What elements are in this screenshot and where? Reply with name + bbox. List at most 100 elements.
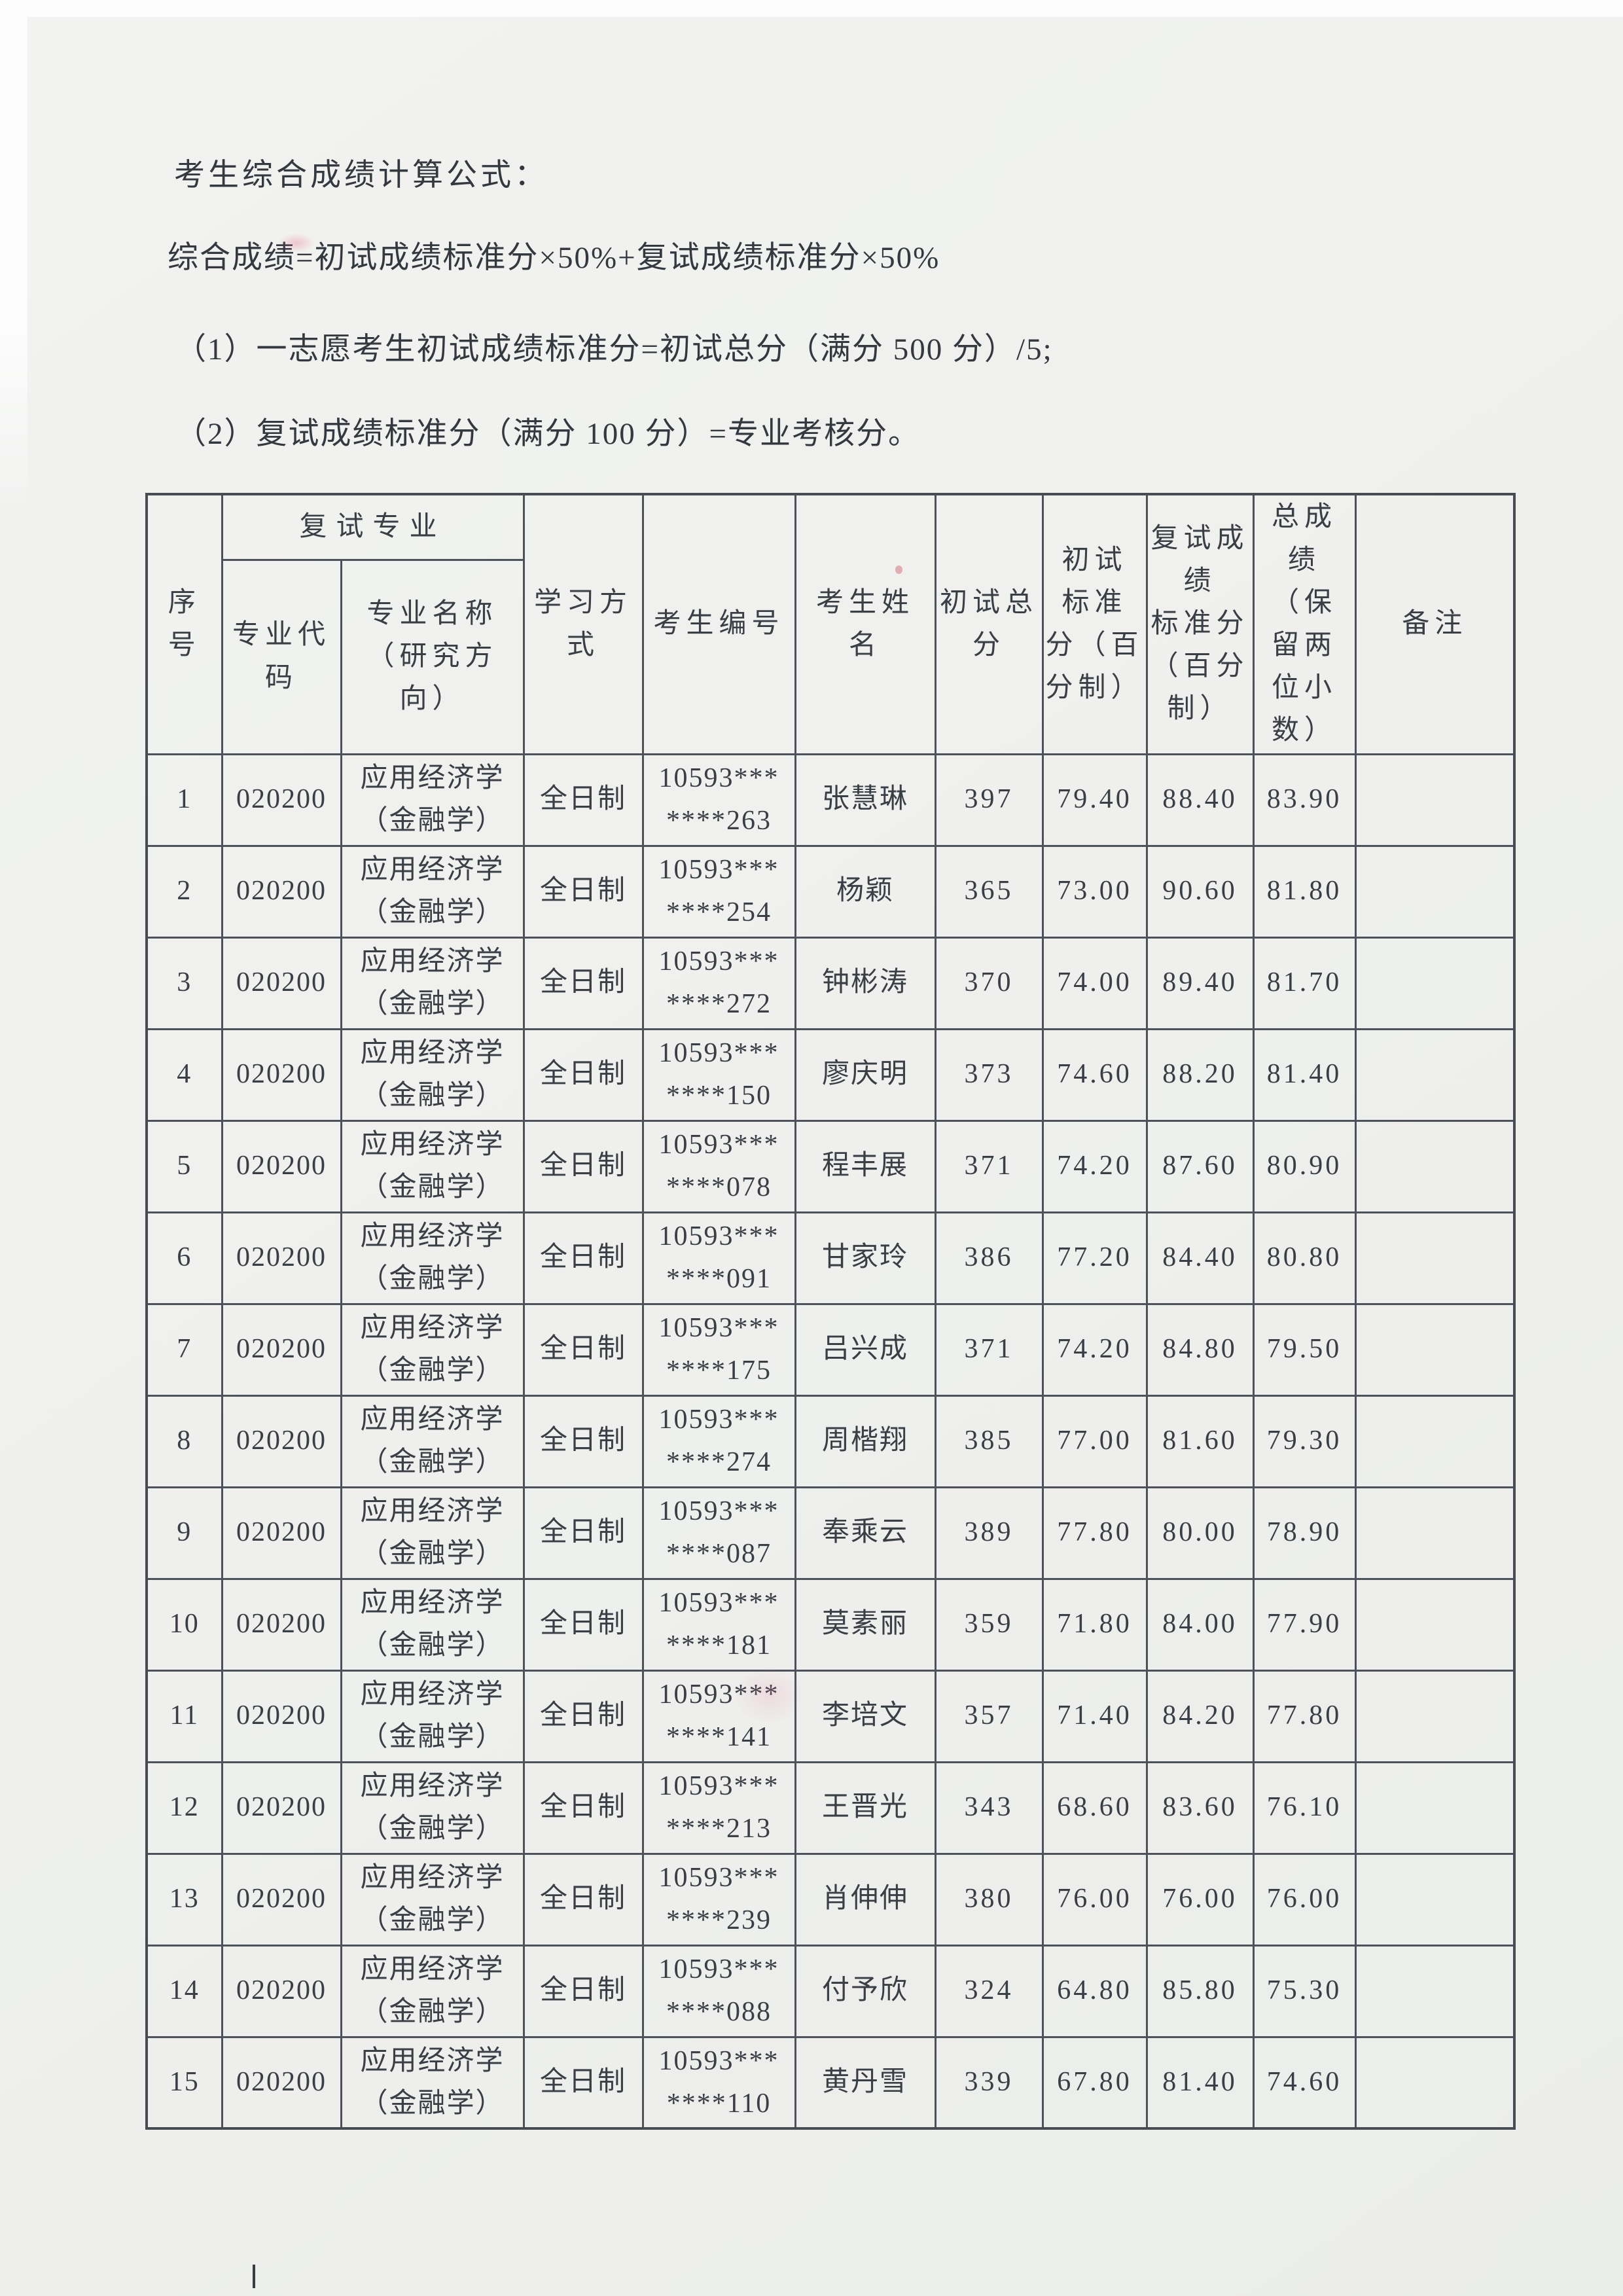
cell-candidate-id: 10593*** ****272	[641, 936, 796, 1030]
cell-major-name: 应用经济学 （金融学）	[340, 1577, 525, 1672]
cell-candidate-name: 杨颖	[794, 844, 936, 939]
cell-candidate-name: 王晋光	[794, 1761, 936, 1855]
cell-candidate-id: 10593*** ****239	[641, 1852, 796, 1946]
cell-major-name: 应用经济学 （金融学）	[340, 1302, 525, 1397]
table-row: 5 020200 应用经济学 （金融学） 全日制 10593*** ****078 程丰展…	[145, 1119, 1516, 1213]
cell-total-score: 80.90	[1252, 1119, 1357, 1213]
cell-retest-std: 83.60	[1145, 1761, 1255, 1855]
cell-major-name: 应用经济学 （金融学）	[340, 1761, 525, 1855]
table-row: 4 020200 应用经济学 （金融学） 全日制 10593*** ****150 廖庆明…	[145, 1028, 1516, 1122]
score-table-header: 序 号 复试专业 学习方 式 考生编号 考生姓 名 初试总 分 初试 标准 分（…	[145, 493, 1516, 755]
table-row: 9 020200 应用经济学 （金融学） 全日制 10593*** ****087 奉乘云…	[145, 1486, 1516, 1580]
cell-candidate-id: 10593*** ****087	[641, 1486, 796, 1580]
cell-seq: 6	[145, 1211, 223, 1305]
table-row: 14 020200 应用经济学 （金融学） 全日制 10593*** ****088 付予…	[145, 1944, 1516, 2038]
cell-remark	[1354, 1119, 1516, 1213]
cell-initial-total: 357	[934, 1669, 1044, 1763]
cell-study-mode: 全日制	[522, 1669, 644, 1763]
cell-retest-std: 88.20	[1145, 1028, 1255, 1122]
cell-candidate-id: 10593*** ****274	[641, 1394, 796, 1488]
cell-study-mode: 全日制	[522, 1852, 644, 1946]
scan-edge-left	[0, 0, 27, 511]
cell-candidate-id: 10593*** ****141	[641, 1669, 796, 1763]
cell-retest-std: 89.40	[1145, 936, 1255, 1030]
table-row: 10 020200 应用经济学 （金融学） 全日制 10593*** ****181 莫素…	[145, 1577, 1516, 1672]
cell-major-name: 应用经济学 （金融学）	[340, 1119, 525, 1213]
table-row: 12 020200 应用经济学 （金融学） 全日制 10593*** ****213 王晋…	[145, 1761, 1516, 1855]
cell-candidate-name: 肖伸伸	[794, 1852, 936, 1946]
cell-seq: 5	[145, 1119, 223, 1213]
cell-initial-total: 386	[934, 1211, 1044, 1305]
cell-major-name: 应用经济学 （金融学）	[340, 1394, 525, 1488]
cell-retest-std: 87.60	[1145, 1119, 1255, 1213]
cell-total-score: 80.80	[1252, 1211, 1357, 1305]
cell-major-name: 应用经济学 （金融学）	[340, 1028, 525, 1122]
cell-retest-std: 76.00	[1145, 1852, 1255, 1946]
cell-retest-std: 81.40	[1145, 2036, 1255, 2130]
cell-remark	[1354, 936, 1516, 1030]
cell-candidate-name: 程丰展	[794, 1119, 936, 1213]
table-row: 11 020200 应用经济学 （金融学） 全日制 10593*** ****141 李培…	[145, 1669, 1516, 1763]
header-candidate-name: 考生姓 名	[794, 493, 936, 755]
cell-initial-std: 77.80	[1041, 1486, 1148, 1580]
cell-remark	[1354, 1486, 1516, 1580]
header-retest-major-group: 复试专业	[221, 493, 525, 561]
cell-seq: 7	[145, 1302, 223, 1397]
cell-initial-total: 343	[934, 1761, 1044, 1855]
cell-remark	[1354, 1302, 1516, 1397]
cell-study-mode: 全日制	[522, 936, 644, 1030]
formula-line: 综合成绩=初试成绩标准分×50%+复试成绩标准分×50%	[168, 241, 940, 275]
cell-retest-std: 84.40	[1145, 1211, 1255, 1305]
cell-study-mode: 全日制	[522, 1577, 644, 1672]
formula-note-2: （2）复试成绩标准分（满分 100 分）=专业考核分。	[175, 417, 921, 451]
cell-total-score: 78.90	[1252, 1486, 1357, 1580]
cell-major-code: 020200	[221, 1669, 342, 1763]
cell-major-name: 应用经济学 （金融学）	[340, 1669, 525, 1763]
table-row: 7 020200 应用经济学 （金融学） 全日制 10593*** ****175 吕兴成…	[145, 1302, 1516, 1397]
header-retest-std: 复试成 绩 标准分 （百分 制）	[1145, 493, 1255, 755]
cell-remark	[1354, 1577, 1516, 1672]
table-row: 2 020200 应用经济学 （金融学） 全日制 10593*** ****254 杨颖 3…	[145, 844, 1516, 939]
cell-candidate-name: 周楷翔	[794, 1394, 936, 1488]
cell-study-mode: 全日制	[522, 1302, 644, 1397]
cell-study-mode: 全日制	[522, 1944, 644, 2038]
cell-initial-std: 74.00	[1041, 936, 1148, 1030]
header-seq: 序 号	[145, 493, 223, 755]
cell-remark	[1354, 2036, 1516, 2130]
cell-major-code: 020200	[221, 1852, 342, 1946]
cell-initial-std: 71.80	[1041, 1577, 1148, 1672]
cell-candidate-name: 付予欣	[794, 1944, 936, 2038]
cell-candidate-id: 10593*** ****263	[641, 753, 796, 847]
cell-major-code: 020200	[221, 1119, 342, 1213]
cell-major-code: 020200	[221, 1761, 342, 1855]
cell-major-code: 020200	[221, 936, 342, 1030]
cell-candidate-id: 10593*** ****110	[641, 2036, 796, 2130]
cell-candidate-name: 甘家玲	[794, 1211, 936, 1305]
cell-study-mode: 全日制	[522, 1211, 644, 1305]
cell-candidate-name: 钟彬涛	[794, 936, 936, 1030]
cell-initial-total: 359	[934, 1577, 1044, 1672]
cell-candidate-id: 10593*** ****150	[641, 1028, 796, 1122]
cell-retest-std: 88.40	[1145, 753, 1255, 847]
cell-major-name: 应用经济学 （金融学）	[340, 1211, 525, 1305]
cell-remark	[1354, 1028, 1516, 1122]
cell-seq: 9	[145, 1486, 223, 1580]
table-row: 3 020200 应用经济学 （金融学） 全日制 10593*** ****272 钟彬涛…	[145, 936, 1516, 1030]
cell-retest-std: 85.80	[1145, 1944, 1255, 2038]
cell-study-mode: 全日制	[522, 1394, 644, 1488]
cell-seq: 13	[145, 1852, 223, 1946]
header-study-mode: 学习方 式	[522, 493, 644, 755]
header-major-code: 专业代 码	[221, 558, 342, 755]
cell-total-score: 77.90	[1252, 1577, 1357, 1672]
cell-candidate-name: 张慧琳	[794, 753, 936, 847]
cell-initial-std: 68.60	[1041, 1761, 1148, 1855]
cell-initial-std: 79.40	[1041, 753, 1148, 847]
cell-major-code: 020200	[221, 1394, 342, 1488]
cell-remark	[1354, 1852, 1516, 1946]
pink-ink-smudge	[733, 1666, 805, 1725]
cell-candidate-id: 10593*** ****175	[641, 1302, 796, 1397]
cell-major-code: 020200	[221, 1302, 342, 1397]
cell-seq: 11	[145, 1669, 223, 1763]
pink-ink-smudge	[278, 233, 315, 253]
